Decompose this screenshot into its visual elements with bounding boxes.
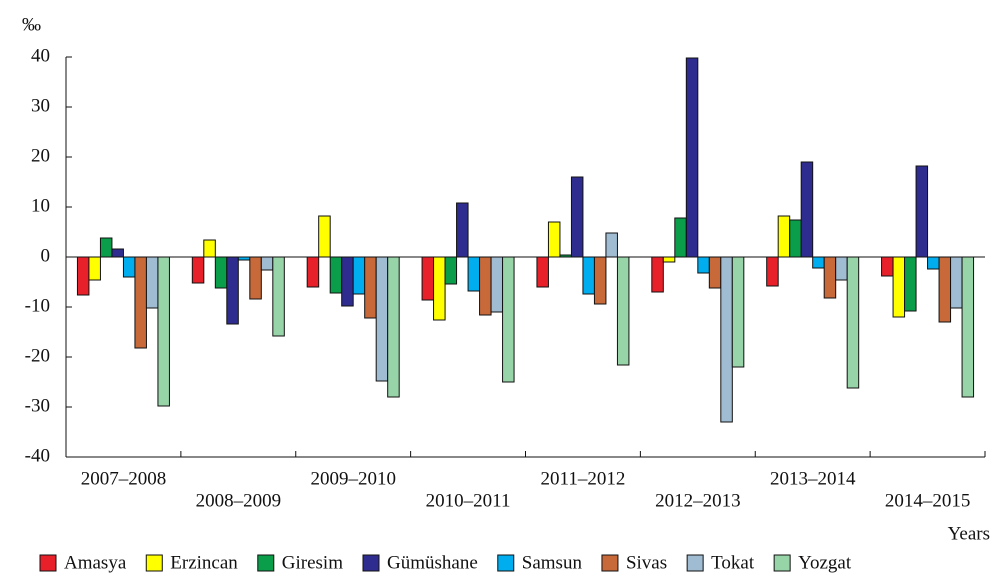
legend-swatch — [773, 554, 791, 572]
bar — [467, 256, 481, 292]
bar — [835, 256, 848, 281]
bar — [203, 239, 216, 258]
bar — [950, 256, 963, 309]
bar — [329, 256, 343, 294]
bar — [881, 256, 894, 277]
bar — [800, 161, 814, 258]
bar — [341, 256, 354, 307]
bar — [387, 256, 400, 398]
bar — [375, 256, 389, 382]
y-tick-label: -10 — [25, 295, 50, 316]
bar — [616, 256, 630, 366]
bar — [731, 256, 745, 368]
legend-label: Giresim — [282, 552, 343, 573]
bar — [708, 256, 722, 289]
bar — [456, 202, 469, 258]
bar — [479, 256, 492, 316]
bar — [134, 256, 147, 349]
x-tick-label: 2013–2014 — [770, 468, 856, 489]
legend-swatch — [601, 554, 619, 572]
x-tick-label: 2009–2010 — [310, 468, 396, 489]
bar — [272, 256, 285, 337]
bar — [421, 256, 435, 301]
y-tick-label: 10 — [31, 195, 50, 216]
legend-swatch — [145, 554, 163, 572]
y-tick-label: 20 — [31, 145, 50, 166]
x-axis-label: Years — [948, 523, 990, 544]
bar — [846, 256, 860, 389]
bar — [766, 256, 779, 287]
bar — [812, 256, 825, 269]
legend-swatch — [39, 554, 57, 572]
bar — [570, 176, 584, 258]
x-tick-label: 2014–2015 — [885, 490, 971, 511]
bar — [111, 248, 124, 258]
bar — [433, 256, 446, 321]
bar — [145, 256, 159, 309]
bar — [76, 256, 90, 296]
x-tick-label: 2007–2008 — [81, 468, 167, 489]
bar — [364, 256, 377, 319]
legend-swatch — [497, 554, 515, 572]
bar — [260, 256, 274, 271]
bar — [444, 256, 458, 285]
bar — [938, 256, 952, 323]
bar — [674, 217, 687, 258]
legend-swatch — [362, 554, 380, 572]
bar — [122, 256, 136, 278]
bar — [536, 256, 549, 288]
bar — [915, 165, 929, 258]
y-tick-label: 40 — [31, 45, 50, 66]
legend-label: Tokat — [711, 552, 755, 573]
legend-label: Gümüshane — [387, 552, 478, 573]
bar — [582, 256, 595, 295]
bar — [720, 256, 733, 423]
legend-label: Yozgat — [798, 552, 852, 573]
bar — [249, 256, 262, 300]
bar — [157, 256, 170, 407]
y-tick-label: -20 — [25, 345, 50, 366]
x-tick-label: 2008–2009 — [196, 490, 282, 511]
bar — [662, 256, 676, 263]
legend-swatch — [686, 554, 704, 572]
bar — [697, 256, 710, 274]
bar — [892, 256, 906, 318]
bar — [685, 57, 699, 258]
bar — [214, 256, 228, 289]
bar — [226, 256, 239, 325]
bar — [777, 215, 791, 258]
x-tick-label: 2010–2011 — [426, 490, 511, 511]
y-axis-label: ‰ — [22, 14, 41, 35]
bar — [961, 256, 975, 398]
y-tick-label: -30 — [25, 395, 50, 416]
y-tick-label: 0 — [41, 245, 51, 266]
bar — [306, 256, 320, 288]
bar — [318, 215, 331, 258]
bar — [927, 256, 940, 270]
legend-label: Sivas — [626, 552, 667, 573]
x-tick-label: 2012–2013 — [655, 490, 741, 511]
legend-label: Amasya — [64, 552, 127, 573]
legend-swatch — [257, 554, 275, 572]
bar — [490, 256, 504, 313]
bar — [352, 256, 366, 295]
legend-label: Erzincan — [170, 552, 238, 573]
y-tick-label: 30 — [31, 95, 50, 116]
bar — [88, 256, 101, 281]
bar — [547, 221, 561, 258]
bar — [593, 256, 607, 305]
bar — [651, 256, 664, 293]
bar — [823, 256, 837, 299]
bar — [191, 256, 205, 284]
x-tick-label: 2011–2012 — [541, 468, 626, 489]
bar — [99, 237, 113, 258]
bar — [605, 232, 618, 258]
bar — [904, 256, 917, 312]
bar — [789, 219, 802, 258]
y-tick-label: -40 — [25, 445, 50, 466]
bar — [502, 256, 515, 383]
legend-label: Samsun — [522, 552, 583, 573]
